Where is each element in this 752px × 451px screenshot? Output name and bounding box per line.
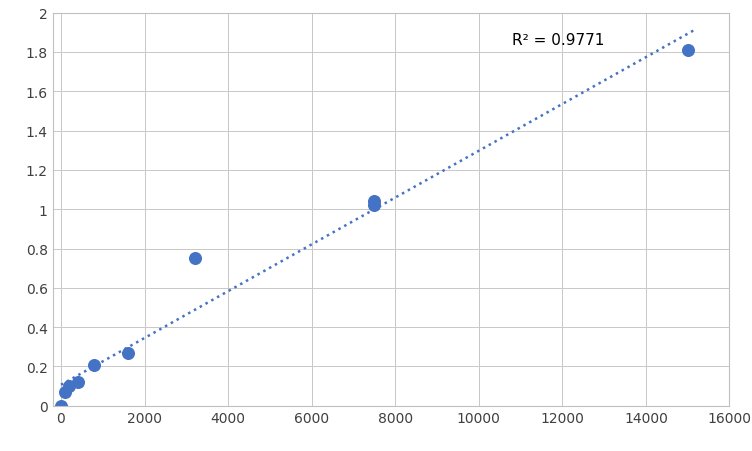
Point [55,402,67,410]
Point [59,389,71,396]
Point [63,382,75,390]
Point [122,350,134,357]
Text: R² = 0.9771: R² = 0.9771 [512,33,605,48]
Point [189,255,201,262]
Point [368,198,381,206]
Point [71,379,83,386]
Point [368,202,381,209]
Point [89,361,101,368]
Point [681,47,693,55]
